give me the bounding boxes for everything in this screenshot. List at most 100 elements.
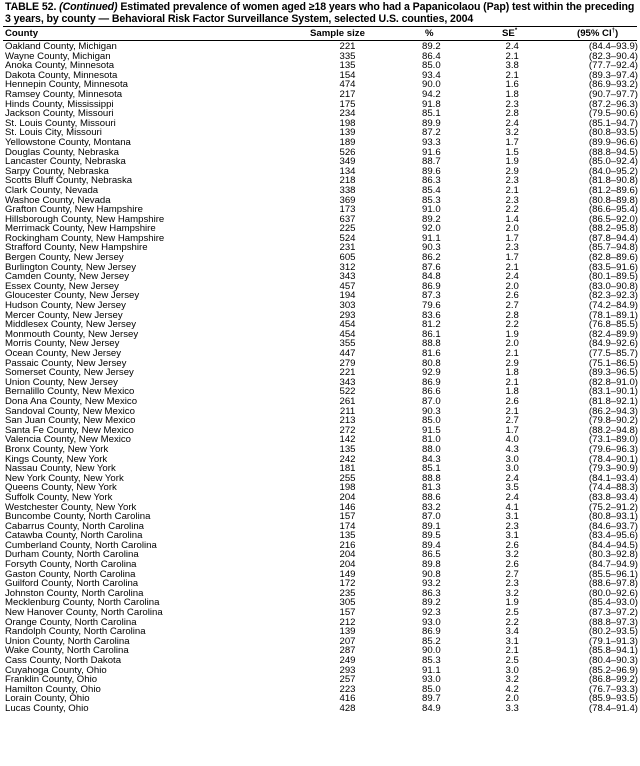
cell-ci: (82.3–92.3) <box>588 290 638 302</box>
cell-sample-size: 428 <box>339 702 356 714</box>
cell-county: Hillsborough County, New Hampshire <box>5 213 165 225</box>
cell-se: 3.2 <box>505 127 519 139</box>
table-row: Sandoval County, New Mexico 211 90.3 2.1 (86… <box>3 405 640 417</box>
cell-ci: (78.4–90.1) <box>588 453 638 465</box>
cell-sample-size: 217 <box>339 88 356 100</box>
cell-ci: (73.1–89.0) <box>588 434 638 446</box>
cell-se: 2.1 <box>505 405 519 417</box>
cell-percent: 89.1 <box>422 520 441 532</box>
cell-se: 1.7 <box>505 424 519 436</box>
cell-percent: 88.6 <box>422 491 441 503</box>
cell-percent: 92.9 <box>422 367 441 379</box>
cell-ci: (82.8–91.0) <box>588 376 638 388</box>
cell-ci: (75.1–86.5) <box>588 357 638 369</box>
table-row: Westchester County, New York 146 83.2 4.1 (7… <box>3 501 640 513</box>
cell-county: Middlesex County, New Jersey <box>5 319 136 331</box>
table-row: Burlington County, New Jersey 312 87.6 2.1 (… <box>3 263 640 273</box>
table-row: Camden County, New Jersey 343 84.8 2.4 (80.1… <box>3 272 640 282</box>
cell-percent: 87.0 <box>422 395 441 407</box>
cell-se: 2.3 <box>505 578 519 590</box>
cell-percent: 92.0 <box>422 223 441 235</box>
cell-ci: (83.8–93.4) <box>588 491 638 503</box>
cell-se: 3.4 <box>505 626 519 638</box>
table-row: Cass County, North Dakota 249 85.3 2.5 (80.4… <box>3 656 640 666</box>
cell-percent: 93.0 <box>422 674 441 686</box>
se-label: SE <box>502 28 515 39</box>
table-row: Douglas County, Nebraska 526 91.6 1.5 (88.8–… <box>3 146 640 158</box>
cell-se: 2.5 <box>505 607 519 619</box>
cell-percent: 91.6 <box>422 146 441 158</box>
cell-percent: 89.7 <box>422 693 441 705</box>
cell-ci: (86.5–92.0) <box>588 213 638 225</box>
cell-ci: (89.3–96.5) <box>588 367 638 379</box>
table-row: New Hanover County, North Carolina 157 92.… <box>3 608 640 618</box>
cell-sample-size: 225 <box>339 223 356 235</box>
cell-percent: 87.2 <box>422 127 441 139</box>
cell-se: 2.4 <box>505 271 519 283</box>
table-row: Bronx County, New York 135 88.0 4.3 (79.6–96… <box>3 445 640 455</box>
table-row: Washoe County, Nevada 369 85.3 2.3 (80.8–89.… <box>3 195 640 206</box>
table-row: Grafton County, New Hampshire 173 91.0 2.2 (… <box>3 205 640 215</box>
cell-county: Cass County, North Dakota <box>5 655 122 666</box>
cell-se: 1.9 <box>505 156 519 168</box>
table-row: Sarpy County, Nebraska 134 89.6 2.9 (84.0–95… <box>3 167 640 177</box>
cell-ci: (87.2–96.3) <box>588 98 638 110</box>
cell-se: 2.4 <box>505 117 519 129</box>
cell-ci: (76.8–85.5) <box>588 319 638 331</box>
table-row: Mercer County, New Jersey 293 83.6 2.8 (78.1… <box>3 311 640 321</box>
table-row: Suffolk County, New York 204 88.6 2.4 (83.8–… <box>3 493 640 503</box>
cell-sample-size: 454 <box>339 328 356 340</box>
cell-se: 3.1 <box>505 530 519 542</box>
table-row: Union County, North Carolina 207 85.2 3.1 (7… <box>3 637 640 647</box>
cell-ci: (74.2–84.9) <box>588 300 638 312</box>
cell-ci: (80.4–90.3) <box>588 655 638 666</box>
cell-county: Wake County, North Carolina <box>5 645 129 657</box>
cell-percent: 85.0 <box>422 683 441 695</box>
cell-county: Anoka County, Minnesota <box>5 60 115 72</box>
cell-ci: (78.1–89.1) <box>588 309 638 321</box>
table-row: Cabarrus County, North Carolina 174 89.1 2.… <box>3 522 640 532</box>
cell-percent: 88.8 <box>422 338 441 350</box>
cell-percent: 90.8 <box>422 568 441 580</box>
cell-ci: (80.1–89.5) <box>588 271 638 283</box>
cell-sample-size: 272 <box>339 424 356 436</box>
cell-ci: (86.2–94.3) <box>588 405 638 417</box>
cell-sample-size: 216 <box>339 539 356 551</box>
cell-se: 2.0 <box>505 338 519 350</box>
cell-percent: 85.4 <box>422 184 441 196</box>
cell-sample-size: 146 <box>339 501 356 513</box>
cell-county: St. Louis City, Missouri <box>5 127 102 139</box>
cell-se: 2.2 <box>505 616 519 628</box>
cell-sample-size: 204 <box>339 549 356 561</box>
cell-ci: (81.8–92.1) <box>588 395 638 407</box>
table-row: New York County, New York 255 88.8 2.4 (84.1… <box>3 474 640 484</box>
cell-county: New Hanover County, North Carolina <box>5 607 163 619</box>
cell-percent: 89.5 <box>422 530 441 542</box>
table-row: Bergen County, New Jersey 605 86.2 1.7 (82.8… <box>3 253 640 263</box>
header-percent: % <box>425 28 434 39</box>
cell-se: 4.3 <box>505 443 519 455</box>
cell-ci: (85.8–94.1) <box>588 645 638 657</box>
cell-county: Union County, North Carolina <box>5 635 130 647</box>
cell-county: Sandoval County, New Mexico <box>5 405 135 417</box>
cell-county: Suffolk County, New York <box>5 491 113 503</box>
cell-percent: 89.2 <box>422 597 441 609</box>
cell-se: 2.7 <box>505 415 519 427</box>
table-row: Hennepin County, Minnesota 474 90.0 1.6 (86.… <box>3 80 640 90</box>
cell-county: Santa Fe County, New Mexico <box>5 424 134 436</box>
cell-county: Oakland County, Michigan <box>5 41 117 52</box>
cell-se: 2.1 <box>505 376 519 388</box>
cell-se: 4.2 <box>505 683 519 695</box>
cell-se: 2.1 <box>505 50 519 62</box>
table-row: St. Louis County, Missouri 198 89.9 2.4 (85.… <box>3 119 640 129</box>
cell-county: Johnston County, North Carolina <box>5 587 144 599</box>
cell-county: Bronx County, New York <box>5 443 109 455</box>
cell-sample-size: 261 <box>339 395 356 407</box>
header-sample-size: Sample size <box>310 28 365 39</box>
table-row: Merrimack County, New Hampshire 225 92.0 2.… <box>3 224 640 234</box>
cell-percent: 89.2 <box>422 213 441 225</box>
cell-se: 2.1 <box>505 69 519 81</box>
cell-sample-size: 212 <box>339 616 356 628</box>
cell-percent: 85.1 <box>422 463 441 475</box>
cell-percent: 85.2 <box>422 635 441 647</box>
